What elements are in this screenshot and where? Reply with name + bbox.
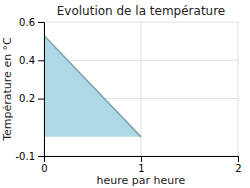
y-tick: -0.1 [15, 151, 44, 162]
area [44, 35, 141, 136]
x-tick-label: 0 [41, 163, 47, 174]
grid-line-y [44, 22, 238, 23]
grid-line-y [44, 60, 238, 61]
y-axis-title: Température en °C [1, 37, 14, 142]
chart: 0 1 2 -0.1 0.2 0.4 0.6 Evolution de la températ… [0, 0, 250, 188]
y-tick-label: 0.6 [19, 17, 35, 28]
y-axis: -0.1 0.2 0.4 0.6 [15, 17, 44, 162]
x-tick-label: 2 [235, 163, 241, 174]
y-tick-mark [38, 99, 44, 100]
y-tick-label: 0.2 [19, 93, 35, 104]
x-tick: 1 [138, 156, 144, 174]
grid [44, 22, 238, 156]
title: Evolution de la température [57, 4, 226, 18]
grid-line-x [238, 22, 239, 156]
y-tick-label: -0.1 [15, 151, 35, 162]
marks [44, 35, 141, 136]
y-tick-mark [38, 156, 44, 157]
x-axis-line [45, 157, 239, 163]
y-tick: 0.2 [19, 93, 44, 104]
x-tick-label: 1 [138, 163, 144, 174]
x-tick-mark [141, 156, 142, 162]
x-axis: 0 1 2 [41, 156, 241, 174]
y-tick-label: 0.4 [19, 55, 35, 66]
line [44, 35, 141, 136]
y-tick: 0.6 [19, 17, 44, 28]
x-tick: 2 [235, 156, 241, 174]
y-tick-mark [38, 60, 44, 61]
x-tick: 0 [41, 156, 47, 174]
x-axis-title: heure par heure [97, 174, 186, 187]
x-tick-mark [238, 156, 239, 162]
y-tick-mark [38, 22, 44, 23]
plot: 0 1 2 -0.1 0.2 0.4 0.6 [15, 17, 241, 174]
y-tick: 0.4 [19, 55, 44, 66]
y-axis-line [38, 23, 45, 157]
